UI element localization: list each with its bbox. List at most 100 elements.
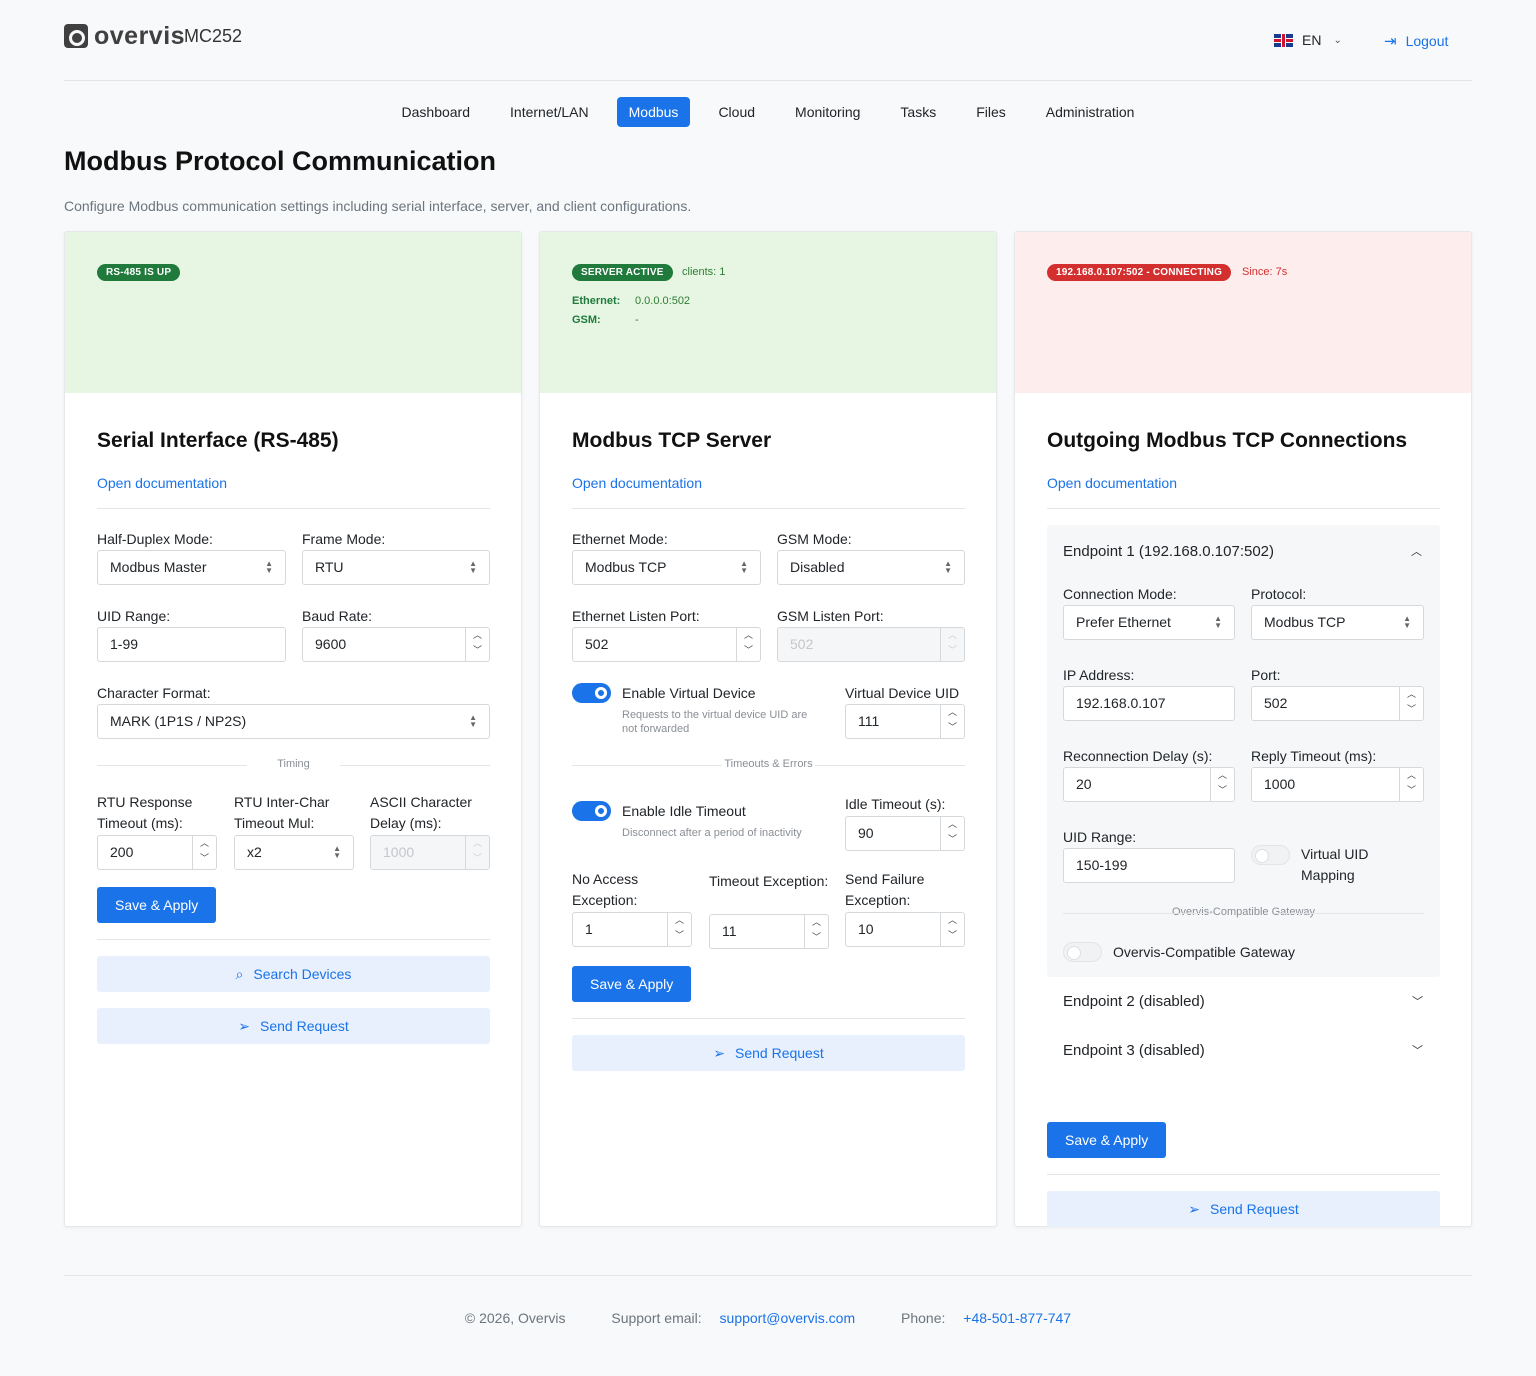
client-send-request-button[interactable]: ➢ Send Request	[1047, 1191, 1440, 1227]
gsm-mode-label: GSM Mode:	[777, 531, 852, 547]
send-failure-label: Send Failure Exception:	[845, 871, 925, 908]
reconnect-delay-input[interactable]: 20 ︿ ﹀	[1063, 767, 1235, 802]
chevron-down-icon[interactable]: ﹀	[1412, 996, 1423, 1008]
ethernet-mode-select[interactable]: Modbus TCP ▲ ▼	[572, 550, 761, 585]
half-duplex-select[interactable]: Modbus Master ▲ ▼	[97, 550, 286, 585]
nav-administration[interactable]: Administration	[1045, 104, 1135, 120]
ip-address-input[interactable]: 192.168.0.107	[1063, 686, 1235, 721]
endpoint-1-header[interactable]: Endpoint 1 (192.168.0.107:502)	[1063, 543, 1275, 560]
logout-button[interactable]: ⇥ Logout	[1384, 32, 1448, 50]
gsm-port-value: 502	[790, 636, 814, 652]
number-stepper[interactable]: ︿ ﹀	[940, 913, 964, 946]
serial-save-button[interactable]: Save & Apply	[97, 887, 217, 923]
connection-since: Since: 7s	[1242, 266, 1288, 278]
baud-rate-label: Baud Rate:	[302, 608, 373, 624]
endpoint-3-header[interactable]: Endpoint 3 (disabled)	[1063, 1042, 1205, 1059]
server-doc-link[interactable]: Open documentation	[572, 475, 702, 491]
idle-timeout-hint: Disconnect after a period of inactivity	[622, 827, 802, 839]
page-title: Modbus Protocol Communication	[64, 146, 496, 176]
serial-interface-card: RS-485 IS UP Serial Interface (RS-485) O…	[64, 231, 522, 1227]
virtual-uid-input[interactable]: 111 ︿ ﹀	[845, 704, 965, 739]
number-stepper[interactable]: ︿ ﹀	[804, 915, 828, 948]
uk-flag-icon	[1274, 33, 1293, 47]
rtu-inter-char-select[interactable]: x2 ▲ ▼	[234, 835, 354, 870]
nav-dashboard[interactable]: Dashboard	[401, 104, 471, 120]
nav-files[interactable]: Files	[976, 104, 1006, 120]
idle-timeout-label: Idle Timeout (s):	[845, 796, 946, 812]
reply-timeout-input[interactable]: 1000 ︿ ﹀	[1251, 767, 1424, 802]
gsm-mode-select[interactable]: Disabled ▲ ▼	[777, 550, 965, 585]
chevron-up-icon[interactable]: ︿	[1411, 546, 1422, 558]
search-devices-button[interactable]: ⌕ Search Devices	[97, 956, 490, 992]
number-stepper[interactable]: ︿ ﹀	[667, 913, 691, 946]
footer-divider	[64, 1275, 1472, 1276]
select-arrows-icon: ▲ ▼	[1403, 614, 1411, 630]
idle-timeout-input[interactable]: 90 ︿ ﹀	[845, 816, 965, 851]
number-stepper[interactable]: ︿ ﹀	[736, 628, 760, 661]
number-stepper[interactable]: ︿ ﹀	[1399, 768, 1423, 801]
timing-section-label: Timing	[97, 758, 490, 772]
number-stepper[interactable]: ︿ ﹀	[940, 705, 964, 738]
endpoint-1-panel: Endpoint 1 (192.168.0.107:502) ︿ Connect…	[1047, 525, 1440, 977]
select-arrows-icon: ▲ ▼	[1214, 614, 1222, 630]
port-input[interactable]: 502 ︿ ﹀	[1251, 686, 1424, 721]
send-failure-input[interactable]: 10 ︿ ﹀	[845, 912, 965, 947]
timeout-exception-input[interactable]: 11 ︿ ﹀	[709, 914, 829, 949]
language-code: EN	[1302, 32, 1322, 48]
number-stepper[interactable]: ︿ ﹀	[465, 628, 489, 661]
number-stepper[interactable]: ︿ ﹀	[1210, 768, 1234, 801]
select-arrows-icon: ▲ ▼	[469, 713, 477, 729]
select-arrows-icon: ▲ ▼	[469, 559, 477, 575]
endpoint-2-header[interactable]: Endpoint 2 (disabled)	[1063, 993, 1205, 1010]
client-save-button[interactable]: Save & Apply	[1047, 1122, 1167, 1158]
virtual-device-toggle[interactable]	[572, 683, 611, 703]
half-duplex-label: Half-Duplex Mode:	[97, 531, 213, 547]
phone-link[interactable]: +48-501-877-747	[963, 1310, 1072, 1326]
gateway-toggle[interactable]	[1063, 942, 1102, 962]
page-description: Configure Modbus communication settings …	[64, 198, 692, 214]
nav-monitoring[interactable]: Monitoring	[795, 104, 861, 120]
tcp-server-card: SERVER ACTIVE clients: 1 Ethernet: 0.0.0…	[539, 231, 997, 1227]
server-status-panel: SERVER ACTIVE clients: 1 Ethernet: 0.0.0…	[540, 232, 996, 393]
frame-mode-select[interactable]: RTU ▲ ▼	[302, 550, 490, 585]
serial-doc-link[interactable]: Open documentation	[97, 475, 227, 491]
server-send-request-button[interactable]: ➢ Send Request	[572, 1035, 965, 1071]
chevron-down-icon: ⌄	[1333, 34, 1342, 46]
virtual-uid-mapping-toggle[interactable]	[1251, 845, 1290, 865]
rtu-response-input[interactable]: 200 ︿ ﹀	[97, 835, 217, 870]
chevron-down-icon[interactable]: ﹀	[1412, 1045, 1423, 1057]
no-access-value: 1	[585, 921, 593, 937]
server-save-button[interactable]: Save & Apply	[572, 966, 692, 1002]
connection-mode-select[interactable]: Prefer Ethernet ▲ ▼	[1063, 605, 1235, 640]
language-selector[interactable]: EN ⌄	[1274, 32, 1342, 48]
outgoing-connections-card: 192.168.0.107:502 - CONNECTING Since: 7s…	[1014, 231, 1472, 1227]
support-email-link[interactable]: support@overvis.com	[719, 1310, 856, 1326]
no-access-input[interactable]: 1 ︿ ﹀	[572, 912, 692, 947]
nav-modbus[interactable]: Modbus	[616, 97, 691, 127]
char-format-select[interactable]: MARK (1P1S / NP2S) ▲ ▼	[97, 704, 490, 739]
brand-logo[interactable]: overvis	[64, 22, 185, 50]
ethernet-port-label: Ethernet Listen Port:	[572, 608, 700, 624]
client-doc-link[interactable]: Open documentation	[1047, 475, 1177, 491]
ethernet-mode-value: Modbus TCP	[585, 559, 667, 575]
baud-rate-input[interactable]: 9600 ︿ ﹀	[302, 627, 490, 662]
number-stepper[interactable]: ︿ ﹀	[1399, 687, 1423, 720]
divider	[97, 939, 490, 940]
reconnect-delay-label: Reconnection Delay (s):	[1063, 748, 1213, 764]
protocol-select[interactable]: Modbus TCP ▲ ▼	[1251, 605, 1424, 640]
idle-timeout-toggle[interactable]	[572, 801, 611, 821]
send-icon: ➢	[713, 1045, 725, 1061]
number-stepper[interactable]: ︿ ﹀	[940, 817, 964, 850]
nav-tasks[interactable]: Tasks	[900, 104, 937, 120]
uid-range-label: UID Range:	[97, 608, 171, 624]
nav-internet-lan[interactable]: Internet/LAN	[510, 104, 589, 120]
ethernet-port-input[interactable]: 502 ︿ ﹀	[572, 627, 761, 662]
serial-send-request-button[interactable]: ➢ Send Request	[97, 1008, 490, 1044]
nav-cloud[interactable]: Cloud	[718, 104, 756, 120]
baud-rate-value: 9600	[315, 636, 347, 652]
uid-range-input[interactable]: 1-99	[97, 627, 286, 662]
client-uid-range-label: UID Range:	[1063, 829, 1137, 845]
client-uid-range-input[interactable]: 150-199	[1063, 848, 1235, 883]
rtu-response-value: 200	[110, 844, 134, 860]
number-stepper[interactable]: ︿ ﹀	[192, 836, 216, 869]
